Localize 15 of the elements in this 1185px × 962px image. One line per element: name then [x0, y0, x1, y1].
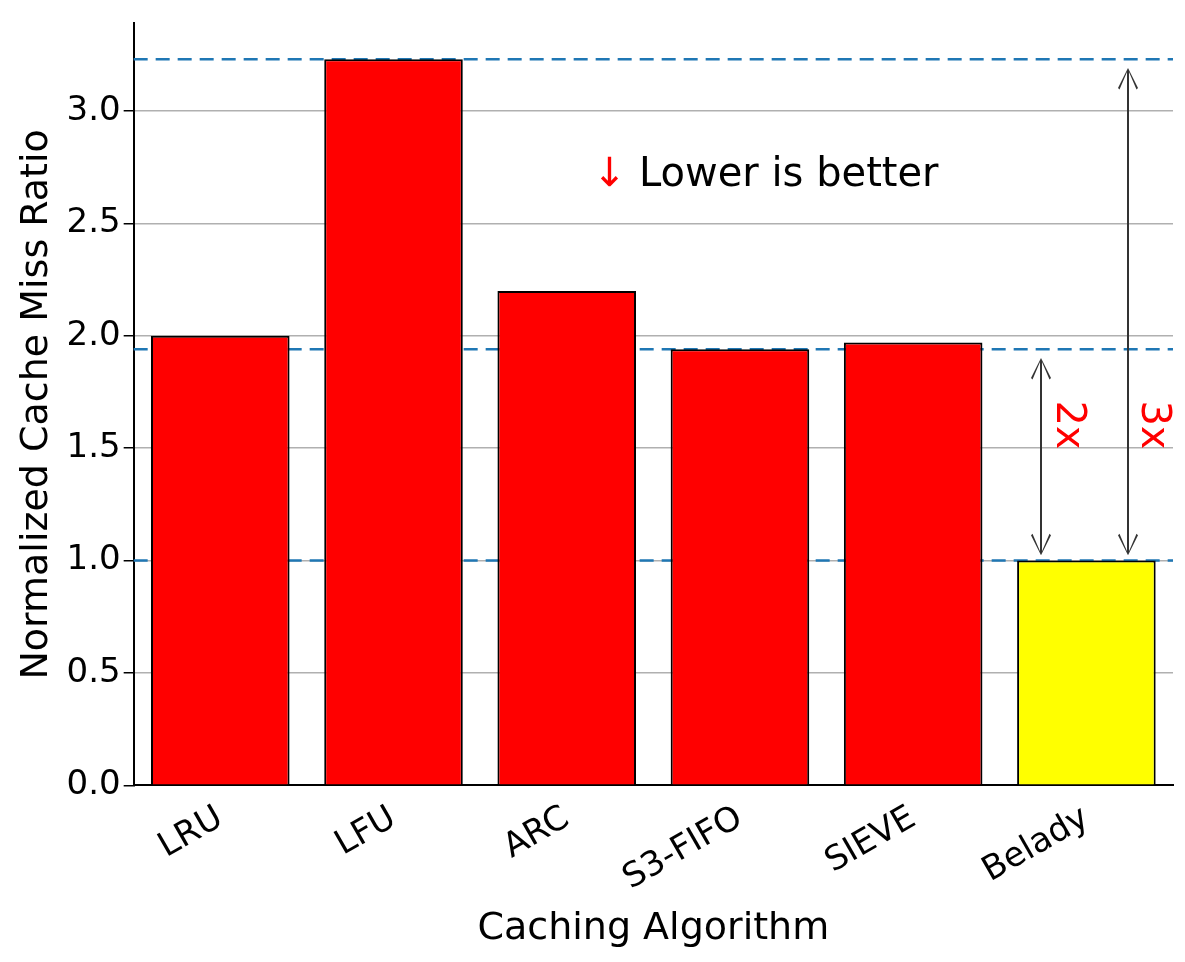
annotation: ↓ Lower is better — [592, 149, 940, 196]
y-tick-label: 3.0 — [66, 87, 121, 128]
x-tick-label: ARC — [495, 795, 576, 866]
x-tick-label: LRU — [150, 795, 229, 865]
y-axis-title: Normalized Cache Miss Ratio — [11, 129, 56, 680]
y-tick-label: 1.0 — [66, 537, 121, 578]
annotation: 3x — [1132, 400, 1179, 450]
x-tick-label: LFU — [327, 795, 402, 863]
y-tick-label: 0.5 — [66, 649, 121, 690]
y-tick-label: 0.0 — [66, 762, 121, 803]
y-tick-label: 2.5 — [66, 200, 121, 241]
annotation: 2x — [1047, 400, 1094, 450]
x-axis-title: Caching Algorithm — [477, 904, 830, 949]
y-tick-label: 2.0 — [66, 312, 121, 353]
y-tick-label: 1.5 — [66, 425, 121, 466]
